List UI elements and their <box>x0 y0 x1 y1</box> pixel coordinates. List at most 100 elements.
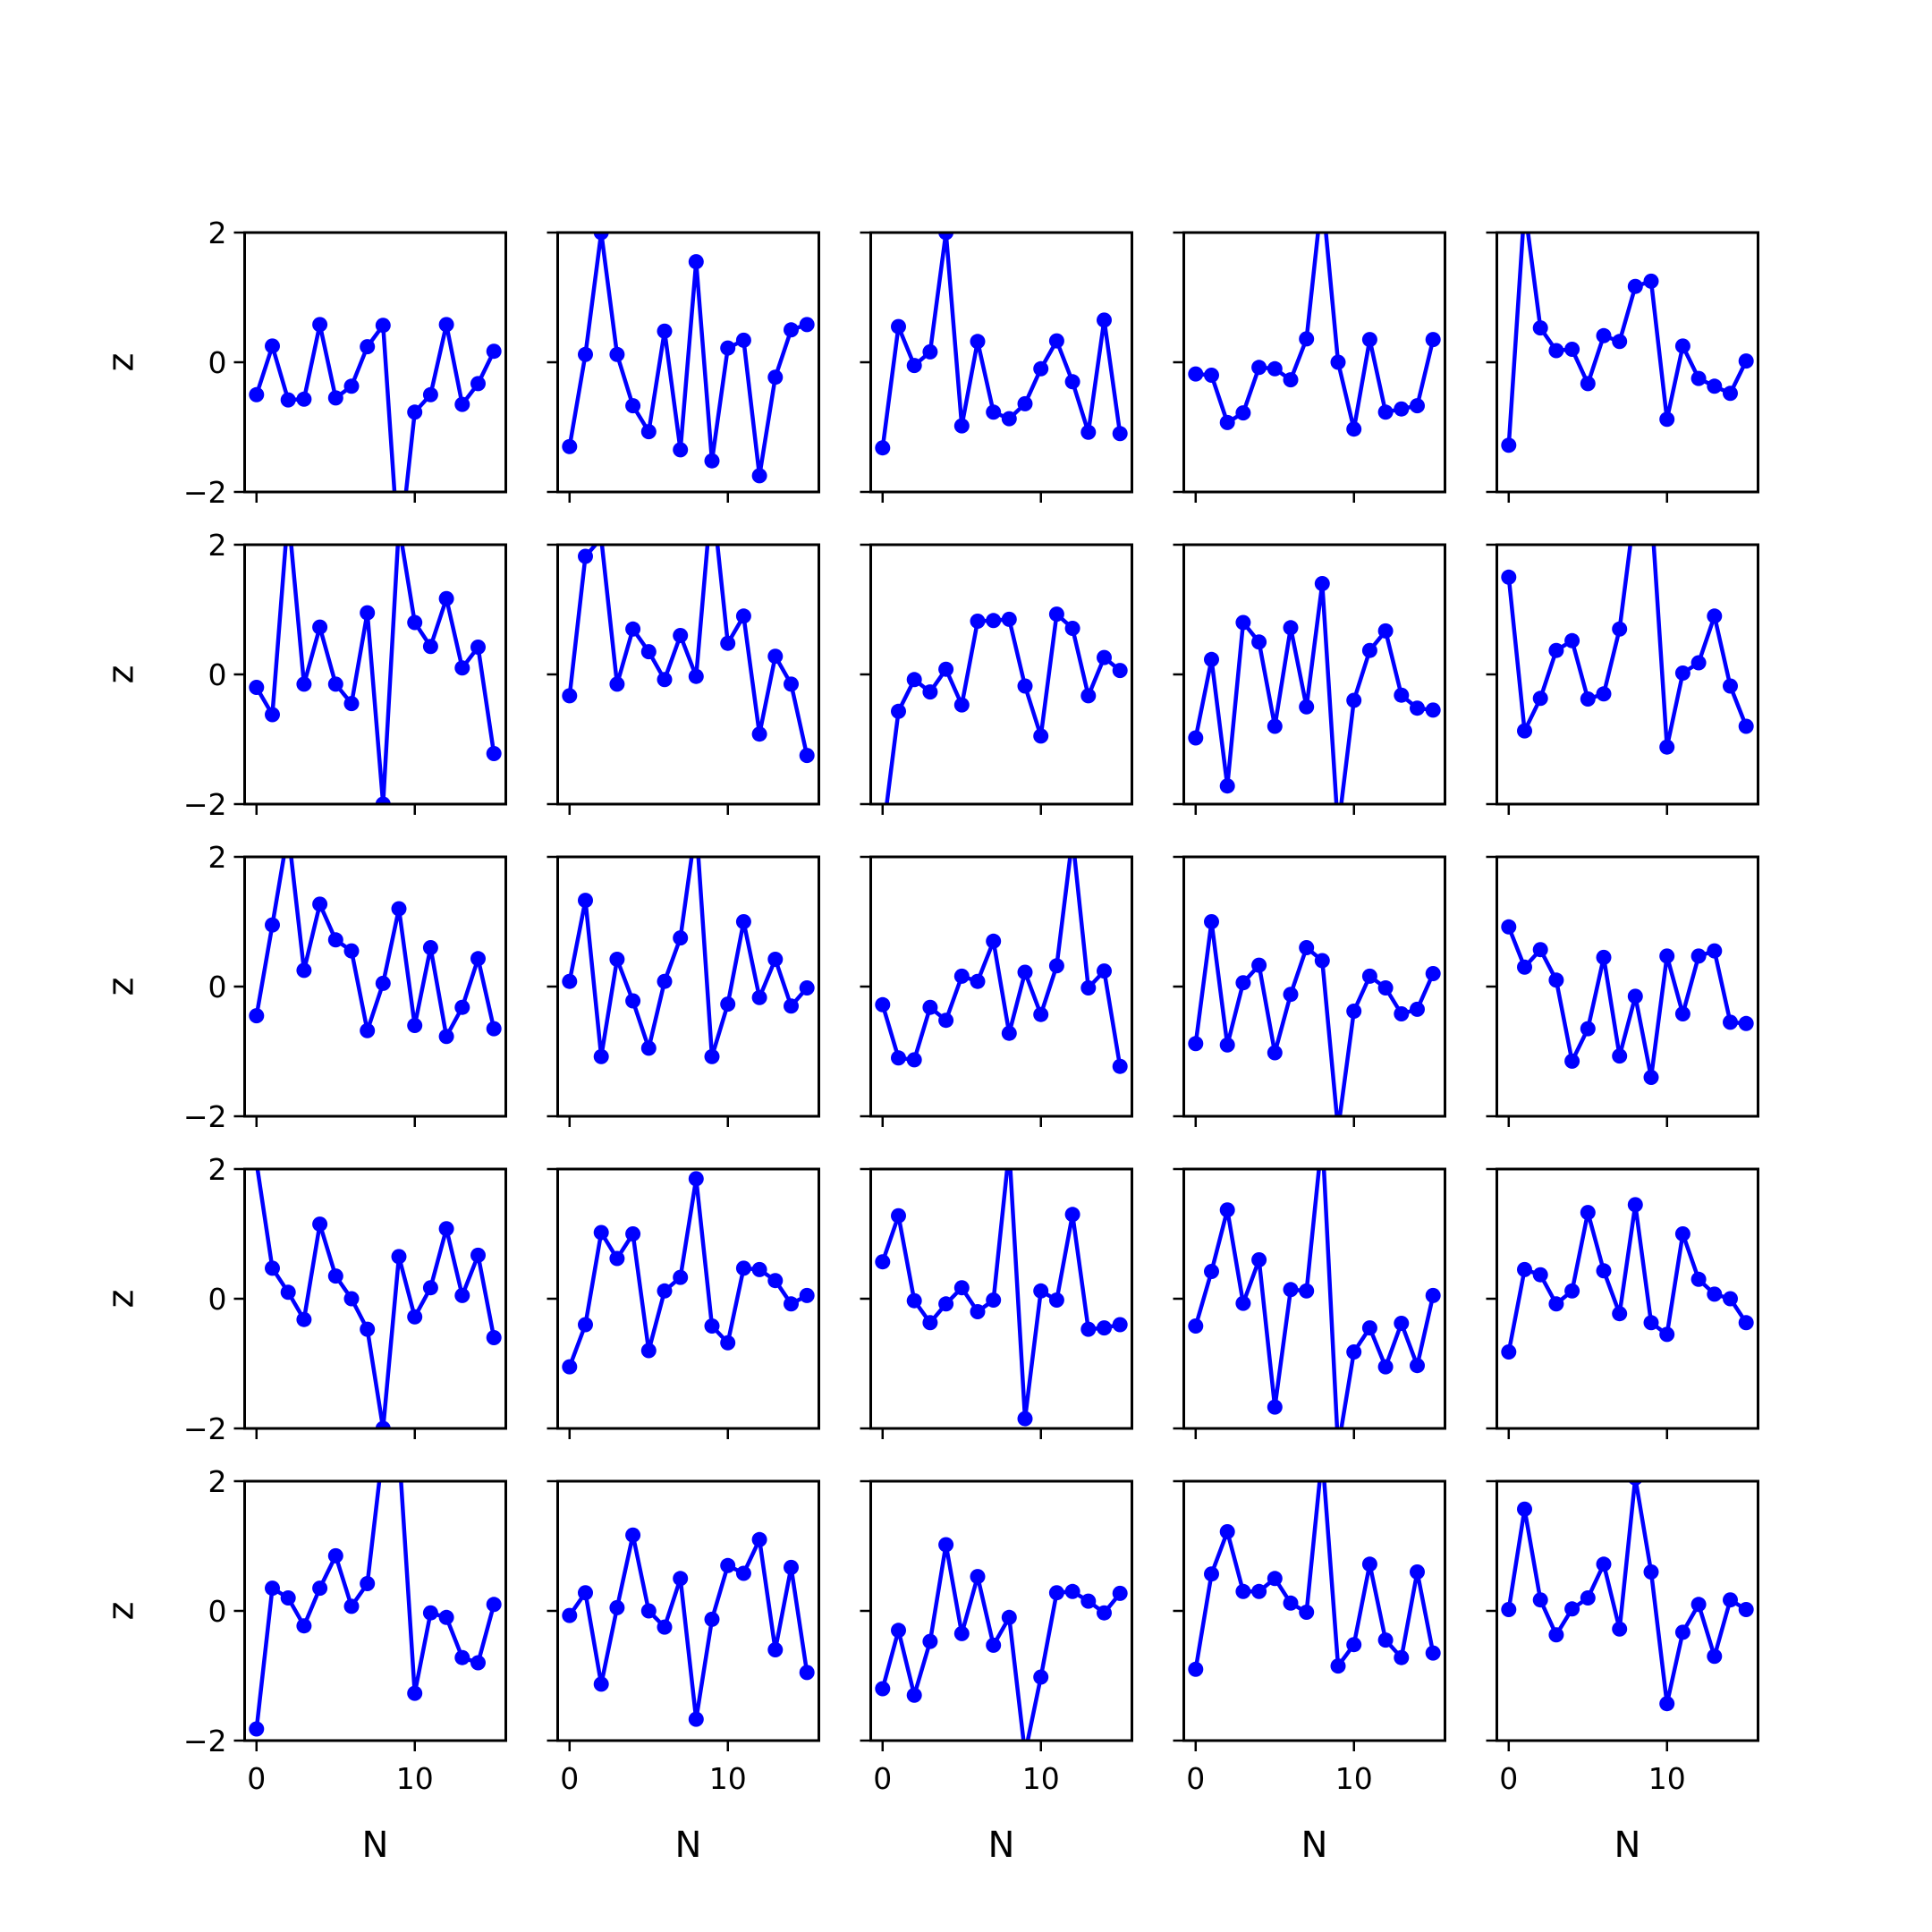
data-point <box>1267 360 1283 377</box>
series-group <box>1501 1197 1754 1360</box>
data-point <box>640 1343 657 1359</box>
data-point <box>1410 398 1425 414</box>
data-point <box>799 1287 815 1303</box>
data-point <box>875 829 890 844</box>
data-point <box>1299 1605 1315 1620</box>
axes-frame <box>1496 543 1759 806</box>
data-point <box>343 1598 360 1614</box>
data-point <box>1394 1006 1410 1021</box>
data-point <box>1643 1315 1659 1331</box>
y-axis-label: z <box>101 665 142 684</box>
data-point <box>1331 1440 1346 1455</box>
series-line <box>880 1169 1121 1421</box>
series-group <box>875 857 1128 1074</box>
data-point <box>1690 655 1707 671</box>
data-point <box>486 1330 502 1345</box>
data-point <box>312 896 328 912</box>
y-axis-label: z <box>101 1602 142 1621</box>
data-point <box>970 1569 986 1585</box>
data-point <box>454 1287 470 1303</box>
data-point <box>767 369 784 386</box>
data-point <box>875 1254 891 1270</box>
data-point <box>265 338 280 354</box>
data-point <box>486 746 502 761</box>
data-point <box>625 1226 641 1241</box>
x-axis-label: N <box>675 1825 702 1866</box>
data-point <box>375 318 391 334</box>
data-point <box>1033 360 1049 377</box>
series-group <box>1501 233 1754 453</box>
data-point <box>249 1008 265 1024</box>
series-group <box>1188 576 1441 804</box>
data-point <box>1690 948 1707 964</box>
data-point <box>360 605 376 621</box>
data-point <box>1564 632 1580 648</box>
data-point <box>609 952 625 967</box>
axes-frame <box>1182 855 1446 1118</box>
data-point <box>1690 370 1707 386</box>
y-tick-label: 0 <box>208 345 227 380</box>
data-point <box>1596 949 1612 965</box>
data-point <box>593 1048 609 1064</box>
data-point <box>296 1618 312 1634</box>
series-group <box>875 1537 1128 1761</box>
data-point <box>1235 614 1251 631</box>
series-group <box>1188 1481 1441 1677</box>
data-point <box>986 1637 1002 1653</box>
data-point <box>922 1633 938 1649</box>
x-axis-label: N <box>362 1825 389 1866</box>
data-point <box>1580 1590 1596 1606</box>
data-point <box>1674 1624 1690 1640</box>
data-point <box>720 1335 736 1351</box>
data-point <box>1707 1648 1723 1665</box>
data-point <box>1425 702 1441 718</box>
data-point <box>1532 691 1548 707</box>
x-tick-label: 10 <box>1648 1761 1686 1796</box>
data-point <box>1548 1296 1564 1312</box>
data-point <box>1643 273 1659 289</box>
data-point <box>1048 333 1064 349</box>
data-point <box>1596 327 1612 343</box>
data-point <box>1018 1746 1033 1761</box>
subplot-r3-c4 <box>1173 855 1446 1127</box>
data-point <box>953 1625 970 1641</box>
data-point <box>906 1687 922 1703</box>
data-point <box>799 748 815 764</box>
data-point <box>751 1261 767 1277</box>
data-point <box>1048 1585 1064 1601</box>
data-point <box>891 703 906 719</box>
data-point <box>1738 1315 1754 1331</box>
data-point <box>562 688 578 704</box>
data-point <box>1580 376 1596 392</box>
data-point <box>922 343 938 360</box>
data-point <box>578 893 593 909</box>
data-point <box>986 613 1002 629</box>
y-tick-label: 0 <box>208 1594 227 1629</box>
data-point <box>562 973 578 989</box>
series-line <box>254 322 496 492</box>
data-point <box>454 660 470 676</box>
data-point <box>327 1268 343 1284</box>
x-tick-label: 0 <box>1499 1761 1518 1796</box>
data-point <box>1080 424 1097 440</box>
data-point <box>470 1655 486 1671</box>
data-point <box>265 917 280 933</box>
data-point <box>1707 608 1723 624</box>
data-point <box>767 1273 784 1289</box>
data-point <box>1643 1070 1659 1085</box>
data-point <box>1219 414 1235 430</box>
data-point <box>1738 1602 1754 1617</box>
data-point <box>1002 1142 1017 1157</box>
data-point <box>1707 1286 1723 1302</box>
data-point <box>281 504 296 520</box>
data-point <box>688 1171 704 1187</box>
data-point <box>1219 1202 1235 1218</box>
data-point <box>1580 1205 1596 1221</box>
data-point <box>1548 972 1564 988</box>
data-point <box>1346 1344 1362 1360</box>
data-point <box>1425 966 1441 981</box>
data-point <box>1532 942 1548 958</box>
data-point <box>657 672 673 688</box>
data-point <box>751 468 767 484</box>
data-point <box>1251 634 1267 650</box>
